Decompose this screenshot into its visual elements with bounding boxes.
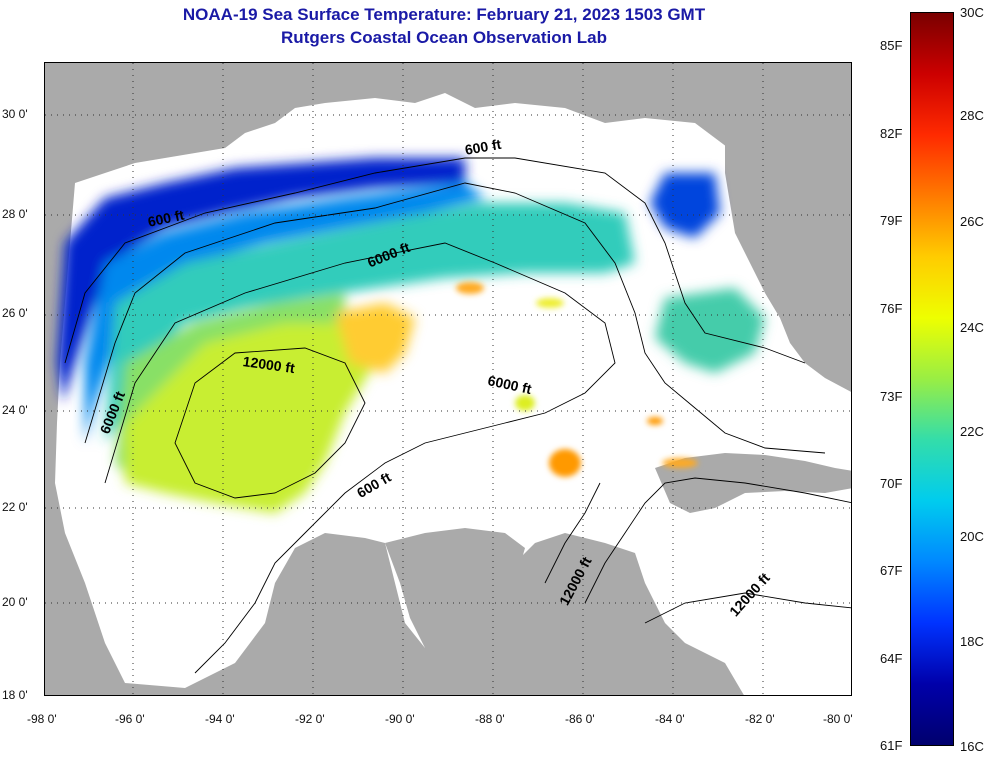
- colorbar-fahrenheit-label: 76F: [880, 301, 903, 316]
- longitude-label: -90 0': [385, 712, 415, 726]
- bathymetry-contours: [64, 157, 851, 674]
- sea-surface-temperature-map: [44, 62, 852, 696]
- map-subtitle: Rutgers Coastal Ocean Observation Lab: [281, 28, 607, 47]
- temperature-colorbar: [910, 12, 954, 746]
- colorbar-celsius-label: 24C: [960, 320, 984, 335]
- latitude-label: 20 0': [2, 595, 28, 609]
- yucatan-peninsula: [385, 528, 525, 653]
- longitude-label: -92 0': [295, 712, 325, 726]
- colorbar-celsius-label: 26C: [960, 214, 984, 229]
- longitude-label: -94 0': [205, 712, 235, 726]
- latitude-label: 22 0': [2, 500, 28, 514]
- colorbar-fahrenheit-label: 61F: [880, 738, 903, 753]
- colorbar-fahrenheit-label: 85F: [880, 38, 903, 53]
- longitude-label: -96 0': [115, 712, 145, 726]
- colorbar-fahrenheit-label: 64F: [880, 651, 903, 666]
- colorbar-celsius-label: 22C: [960, 424, 984, 439]
- latitude-label: 28 0': [2, 207, 28, 221]
- colorbar-celsius-label: 28C: [960, 108, 984, 123]
- latitude-label: 24 0': [2, 403, 28, 417]
- latitude-label: 18 0': [2, 688, 28, 702]
- latitude-label: 26 0': [2, 306, 28, 320]
- colorbar-celsius-label: 20C: [960, 529, 984, 544]
- map-canvas: [45, 63, 851, 695]
- colorbar-celsius-label: 30C: [960, 5, 984, 20]
- colorbar-fahrenheit-label: 67F: [880, 563, 903, 578]
- longitude-label: -82 0': [745, 712, 775, 726]
- florida-peninsula: [725, 103, 851, 392]
- longitude-label: -98 0': [27, 712, 57, 726]
- cuba-island: [655, 453, 851, 513]
- graticule: [45, 63, 851, 695]
- map-title: NOAA-19 Sea Surface Temperature: Februar…: [182, 5, 706, 24]
- colorbar-fahrenheit-label: 82F: [880, 126, 903, 141]
- longitude-label: -84 0': [655, 712, 685, 726]
- longitude-label: -80 0': [823, 712, 853, 726]
- colorbar-fahrenheit-label: 79F: [880, 213, 903, 228]
- latitude-label: 30 0': [2, 107, 28, 121]
- longitude-label: -88 0': [475, 712, 505, 726]
- longitude-label: -86 0': [565, 712, 595, 726]
- warm-patches: [456, 282, 698, 477]
- colorbar-celsius-label: 18C: [960, 634, 984, 649]
- colorbar-celsius-label: 16C: [960, 739, 984, 754]
- colorbar-fahrenheit-label: 73F: [880, 389, 903, 404]
- colorbar-fahrenheit-label: 70F: [880, 476, 903, 491]
